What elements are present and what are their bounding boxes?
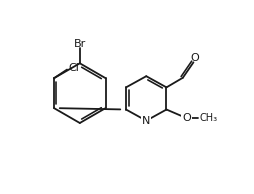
Text: O: O: [182, 113, 191, 123]
Text: N: N: [142, 116, 150, 126]
Text: Br: Br: [74, 39, 86, 49]
Text: CH₃: CH₃: [199, 113, 217, 123]
Text: Cl: Cl: [68, 63, 79, 73]
Text: O: O: [190, 53, 199, 63]
Text: N: N: [142, 116, 150, 126]
